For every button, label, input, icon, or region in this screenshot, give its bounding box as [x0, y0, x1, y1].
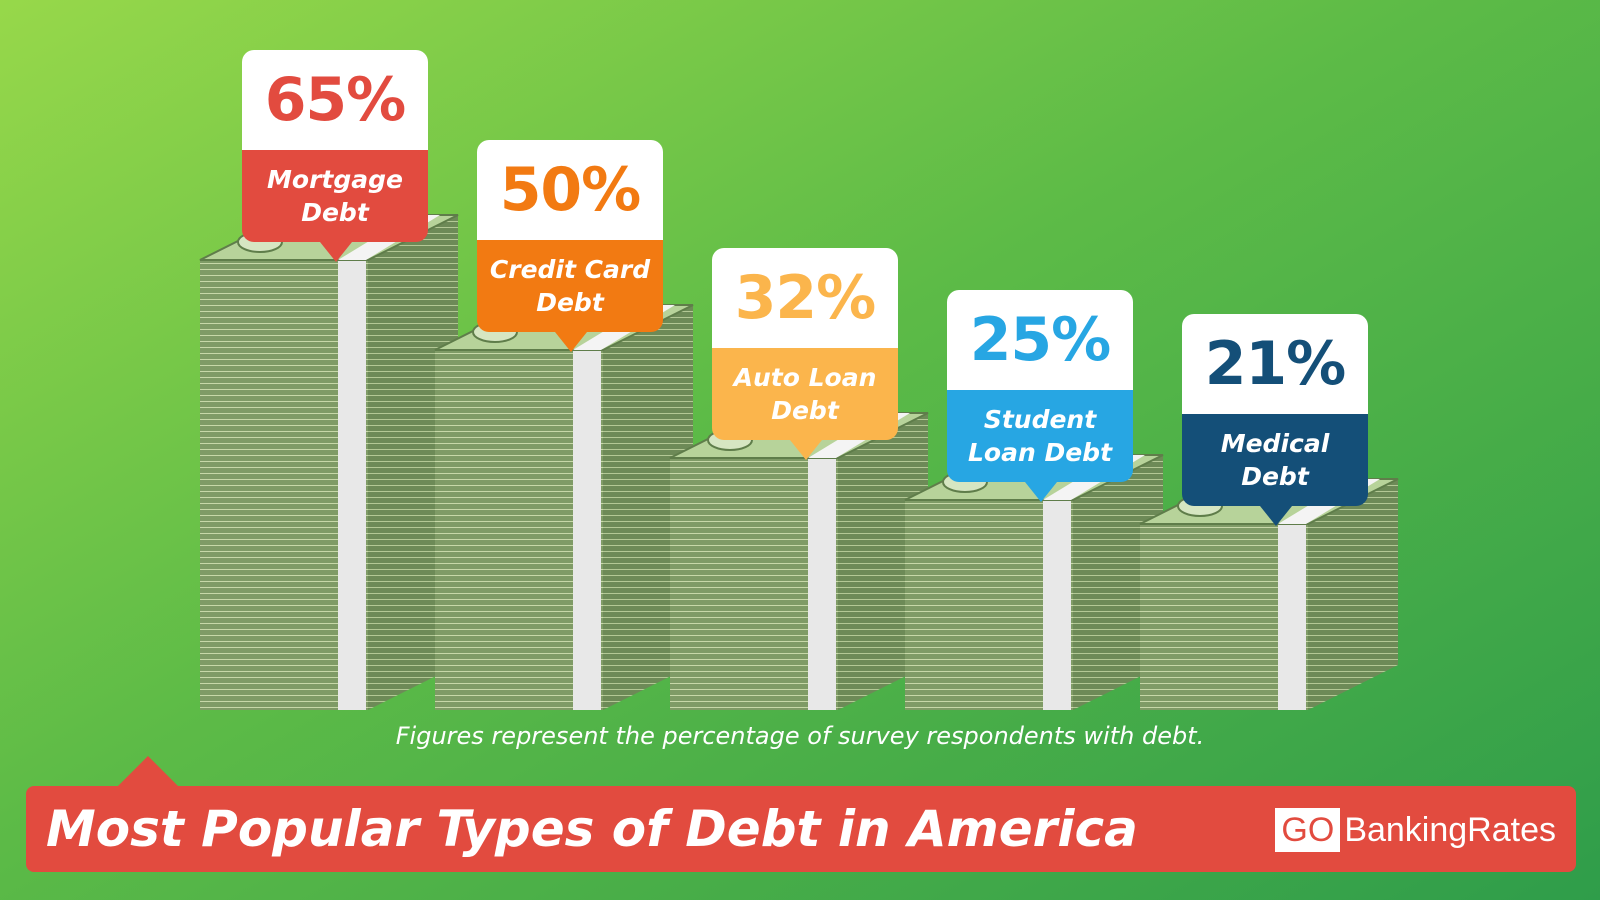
- stack-side: [1308, 479, 1398, 710]
- stack-band: [1043, 500, 1071, 710]
- stack-band: [338, 260, 366, 710]
- money-stack: [199, 214, 459, 710]
- callout: 50% Credit Card Debt: [477, 140, 663, 352]
- category-label: Mortgage Debt: [242, 150, 428, 242]
- callout: 21% Medical Debt: [1182, 314, 1368, 526]
- footnote: Figures represent the percentage of surv…: [395, 722, 1205, 750]
- callout: 25% Student Loan Debt: [947, 290, 1133, 502]
- category-label: Credit Card Debt: [477, 240, 663, 332]
- callout: 32% Auto Loan Debt: [712, 248, 898, 460]
- callout-pointer: [1260, 506, 1292, 526]
- callout-pointer: [320, 242, 352, 262]
- chart-title: Most Popular Types of Debt in America: [46, 800, 1138, 858]
- money-stack: [434, 304, 694, 710]
- value-label: 32%: [712, 248, 898, 348]
- callout: 65% Mortgage Debt: [242, 50, 428, 262]
- logo-prefix: GO: [1275, 808, 1341, 852]
- category-label: Auto Loan Debt: [712, 348, 898, 440]
- category-label: Medical Debt: [1182, 414, 1368, 506]
- title-notch: [118, 756, 178, 786]
- logo: GO BankingRates: [1275, 808, 1556, 852]
- value-label: 65%: [242, 50, 428, 150]
- logo-name: BankingRates: [1344, 810, 1556, 849]
- title-bar: Most Popular Types of Debt in America GO…: [26, 756, 1576, 872]
- stack-band: [573, 350, 601, 710]
- category-label: Student Loan Debt: [947, 390, 1133, 482]
- value-label: 25%: [947, 290, 1133, 390]
- callout-pointer: [555, 332, 587, 352]
- stack-band: [808, 458, 836, 710]
- callout-pointer: [1025, 482, 1057, 502]
- value-label: 21%: [1182, 314, 1368, 414]
- value-label: 50%: [477, 140, 663, 240]
- callout-pointer: [790, 440, 822, 460]
- stack-band: [1278, 524, 1306, 710]
- money-stack: [1139, 478, 1399, 710]
- money-stack: [904, 454, 1164, 710]
